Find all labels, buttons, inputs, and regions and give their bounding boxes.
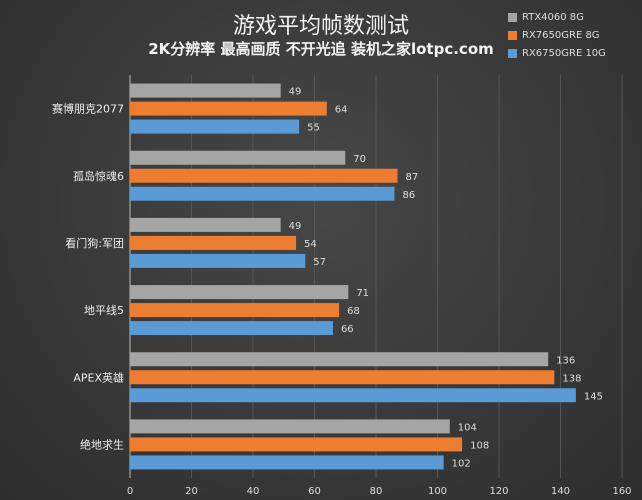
x-tick-label: 140 [551, 486, 570, 497]
legend-item: RX6750GRE 10G [508, 44, 606, 62]
legend-label: RX7650GRE 8G [522, 29, 600, 41]
bar [130, 285, 349, 300]
bar [130, 370, 555, 385]
data-label: 102 [452, 458, 471, 469]
chart-title: 游戏平均帧数测试 [232, 14, 409, 39]
category-label: APEX英雄 [73, 370, 124, 384]
x-tick-label: 40 [247, 486, 260, 497]
bar [130, 83, 281, 98]
legend-item: RTX4060 8G [508, 8, 606, 26]
bar [130, 455, 444, 470]
legend-label: RTX4060 8G [522, 11, 584, 23]
data-label: 104 [458, 422, 477, 433]
category-label: 赛博朋克2077 [52, 102, 124, 116]
x-tick-label: 100 [428, 486, 447, 497]
data-label: 64 [335, 105, 348, 116]
data-label: 55 [307, 123, 320, 134]
legend-swatch [508, 12, 517, 22]
bar [130, 101, 327, 116]
x-tick-label: 20 [185, 486, 198, 497]
data-label: 86 [402, 190, 415, 201]
bar [130, 217, 281, 232]
data-label: 57 [313, 257, 326, 268]
x-tick-label: 80 [370, 486, 383, 497]
category-label: 地平线5 [84, 303, 124, 317]
data-label: 71 [356, 288, 369, 299]
legend-label: RX6750GRE 10G [522, 47, 606, 59]
legend-swatch [508, 48, 517, 58]
data-label: 136 [556, 355, 575, 366]
bar [130, 437, 463, 452]
legend: RTX4060 8G RX7650GRE 8G RX6750GRE 10G [508, 8, 606, 62]
chart-subtitle: 2K分辨率 最高画质 不开光追 装机之家lotpc.com [148, 40, 494, 58]
category-label: 看门狗:军团 [65, 236, 124, 250]
bar [130, 119, 300, 134]
data-label: 68 [347, 306, 360, 317]
bar [130, 352, 549, 367]
data-label: 138 [562, 373, 581, 384]
x-tick-label: 120 [489, 486, 508, 497]
data-label: 108 [470, 440, 489, 451]
bar [130, 168, 398, 183]
bar [130, 321, 333, 336]
legend-item: RX7650GRE 8G [508, 26, 606, 44]
data-label: 70 [353, 154, 366, 165]
data-label: 87 [406, 172, 419, 183]
legend-swatch [508, 30, 517, 40]
bar [130, 388, 576, 403]
data-label: 145 [584, 391, 603, 402]
x-tick-label: 160 [612, 486, 631, 497]
data-label: 54 [304, 239, 317, 250]
bar [130, 150, 346, 165]
bar [130, 235, 297, 250]
category-label: 孤岛惊魂6 [73, 169, 124, 183]
bar [130, 419, 450, 434]
data-label: 66 [341, 324, 354, 335]
data-label: 49 [289, 87, 302, 98]
category-label: 绝地求生 [80, 437, 124, 451]
data-label: 49 [289, 221, 302, 232]
bar [130, 253, 306, 268]
bar [130, 303, 340, 318]
x-tick-label: 60 [308, 486, 321, 497]
x-tick-label: 0 [127, 486, 133, 497]
bar [130, 186, 395, 201]
